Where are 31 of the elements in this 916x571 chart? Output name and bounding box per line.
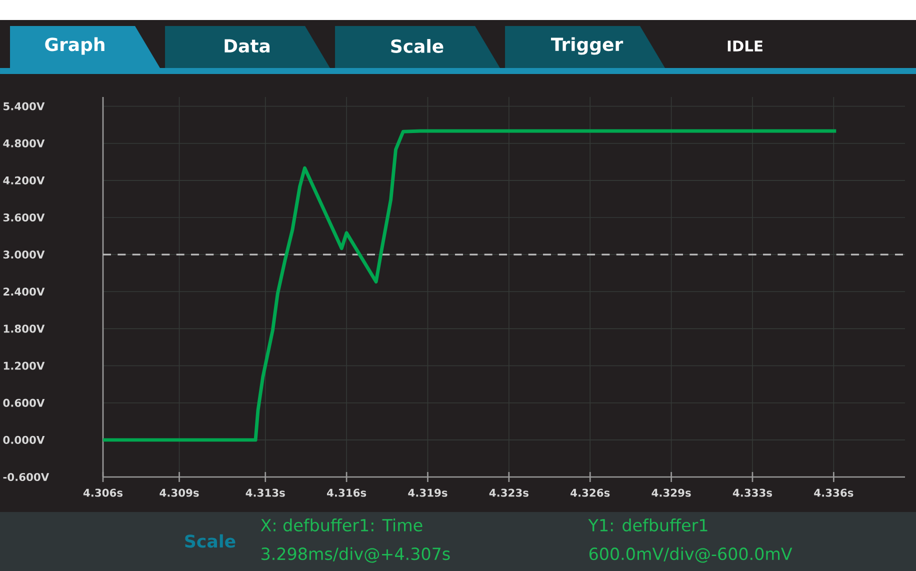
- y-tick-label: 1.800V: [4, 324, 45, 333]
- text: Data: [224, 39, 270, 53]
- x-tick-label: 4.329s: [652, 488, 691, 497]
- x-tick-label: 4.319s: [408, 488, 448, 497]
- x-tick-label: 4.316s: [326, 488, 366, 497]
- x-tick-label: 4.323s: [489, 488, 528, 497]
- x-tick-label: 4.333s: [732, 488, 772, 497]
- y-tick-label: -0.600V: [3, 472, 50, 482]
- y-tick-label: 3.000V: [3, 250, 45, 259]
- y-tick-label: 0.000V: [3, 436, 45, 444]
- y-tick-label: 0.600V: [3, 398, 45, 407]
- x-tick-label: 4.309s: [160, 488, 199, 497]
- text: IDLE: [728, 40, 762, 52]
- x-tick-label: 4.306s: [83, 488, 123, 497]
- text: Scale: [391, 39, 444, 53]
- text: 3.298ms/div@+4.307s: [262, 547, 450, 563]
- text: Graph: [45, 37, 104, 55]
- y-tick-label: 4.200V: [3, 176, 45, 184]
- y-tick-label: 5.400V: [4, 102, 45, 110]
- text: 600.0mV/div@-600.0mV: [589, 547, 792, 563]
- x-tick-label: 4.313s: [246, 488, 285, 497]
- text: X: defbuffer1: Time: [260, 518, 422, 532]
- x-tick-label: 4.326s: [570, 488, 610, 497]
- y-tick-label: 2.400V: [4, 288, 45, 296]
- y-tick-label: 3.600V: [3, 213, 45, 222]
- text: Scale: [185, 534, 236, 548]
- y-tick-label: 1.200V: [4, 362, 45, 370]
- x-tick-label: 4.336s: [814, 488, 854, 497]
- text: Trigger: [550, 37, 624, 55]
- y-tick-label: 4.800V: [3, 139, 45, 148]
- text: Y1: defbuffer1: [588, 518, 708, 532]
